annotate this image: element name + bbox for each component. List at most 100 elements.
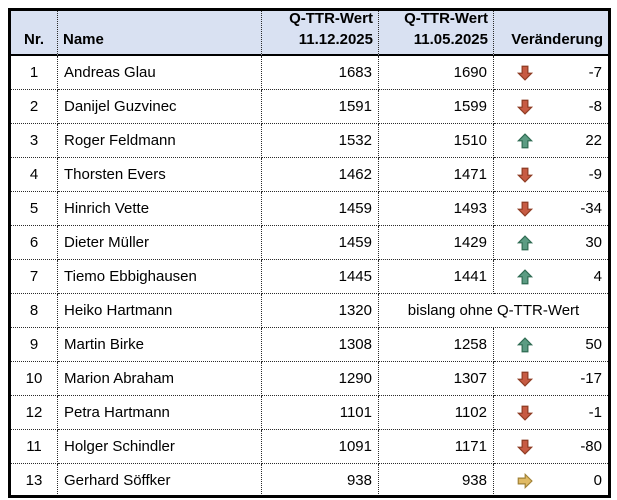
qttr-may-cell: 1493 bbox=[379, 192, 494, 226]
player-name-cell: Andreas Glau bbox=[58, 56, 262, 90]
qttr-dec-cell: 1459 bbox=[262, 226, 379, 260]
arrow-down-icon bbox=[516, 98, 534, 116]
qttr-may-cell: 1258 bbox=[379, 328, 494, 362]
change-value: 22 bbox=[585, 132, 602, 149]
header-nr: Nr. bbox=[11, 11, 58, 56]
change-cell: -34 bbox=[494, 192, 608, 226]
row-number-cell: 3 bbox=[11, 124, 58, 158]
change-cell: -9 bbox=[494, 158, 608, 192]
qttr-dec-cell: 1532 bbox=[262, 124, 379, 158]
arrow-up-icon bbox=[516, 234, 534, 252]
player-name-cell: Danijel Guzvinec bbox=[58, 90, 262, 124]
player-name-cell: Martin Birke bbox=[58, 328, 262, 362]
player-name-cell: Dieter Müller bbox=[58, 226, 262, 260]
qttr-dec-cell: 1290 bbox=[262, 362, 379, 396]
change-cell: 30 bbox=[494, 226, 608, 260]
change-value: -1 bbox=[588, 404, 602, 421]
qttr-dec-cell: 1462 bbox=[262, 158, 379, 192]
qttr-may-cell: 1441 bbox=[379, 260, 494, 294]
player-name-cell: Roger Feldmann bbox=[58, 124, 262, 158]
header-qttr-dec-line1: Q-TTR-Wert bbox=[289, 10, 373, 27]
row-number-cell: 12 bbox=[11, 396, 58, 430]
qttr-dec-cell: 1683 bbox=[262, 56, 379, 90]
qttr-dec-cell: 1091 bbox=[262, 430, 379, 464]
row-number-cell: 6 bbox=[11, 226, 58, 260]
header-change-label: Veränderung bbox=[511, 31, 603, 48]
qttr-dec-cell: 1591 bbox=[262, 90, 379, 124]
player-name-cell: Thorsten Evers bbox=[58, 158, 262, 192]
change-cell: -17 bbox=[494, 362, 608, 396]
row-number-cell: 7 bbox=[11, 260, 58, 294]
row-number-cell: 9 bbox=[11, 328, 58, 362]
qttr-may-cell: 1599 bbox=[379, 90, 494, 124]
row-number-cell: 10 bbox=[11, 362, 58, 396]
qttr-may-cell: 1307 bbox=[379, 362, 494, 396]
qttr-dec-cell: 1445 bbox=[262, 260, 379, 294]
row-number-cell: 8 bbox=[11, 294, 58, 328]
player-name-cell: Heiko Hartmann bbox=[58, 294, 262, 328]
arrow-down-icon bbox=[516, 438, 534, 456]
arrow-down-icon bbox=[516, 200, 534, 218]
header-qttr-may-line2: 11.05.2025 bbox=[413, 31, 488, 48]
change-cell: -7 bbox=[494, 56, 608, 90]
player-name-cell: Gerhard Söffker bbox=[58, 464, 262, 495]
change-value: 0 bbox=[593, 472, 602, 489]
qttr-may-cell: 1510 bbox=[379, 124, 494, 158]
change-value: -34 bbox=[580, 200, 602, 217]
qttr-dec-cell: 1101 bbox=[262, 396, 379, 430]
arrow-up-icon bbox=[516, 132, 534, 150]
player-name-cell: Marion Abraham bbox=[58, 362, 262, 396]
header-qttr-may-line1: Q-TTR-Wert bbox=[404, 10, 488, 27]
change-cell: 50 bbox=[494, 328, 608, 362]
qttr-may-cell: 1102 bbox=[379, 396, 494, 430]
arrow-down-icon bbox=[516, 404, 534, 422]
player-name-cell: Petra Hartmann bbox=[58, 396, 262, 430]
player-name-cell: Tiemo Ebbighausen bbox=[58, 260, 262, 294]
row-number-cell: 5 bbox=[11, 192, 58, 226]
qttr-may-cell: 1471 bbox=[379, 158, 494, 192]
change-cell: -80 bbox=[494, 430, 608, 464]
change-value: -17 bbox=[580, 370, 602, 387]
change-cell: 4 bbox=[494, 260, 608, 294]
qttr-dec-cell: 1320 bbox=[262, 294, 379, 328]
qttr-dec-cell: 1459 bbox=[262, 192, 379, 226]
qttr-may-cell: 1171 bbox=[379, 430, 494, 464]
change-cell: 0 bbox=[494, 464, 608, 495]
qttr-may-cell: 1429 bbox=[379, 226, 494, 260]
qttr-may-cell: 938 bbox=[379, 464, 494, 495]
header-qttr-may: Q-TTR-Wert 11.05.2025 bbox=[379, 11, 494, 56]
arrow-up-icon bbox=[516, 268, 534, 286]
qttr-may-cell: 1690 bbox=[379, 56, 494, 90]
header-change: Veränderung bbox=[494, 11, 608, 56]
row-number-cell: 13 bbox=[11, 464, 58, 495]
change-cell: 22 bbox=[494, 124, 608, 158]
row-number-cell: 2 bbox=[11, 90, 58, 124]
row-number-cell: 11 bbox=[11, 430, 58, 464]
header-name-label: Name bbox=[63, 31, 104, 48]
change-cell: -1 bbox=[494, 396, 608, 430]
change-value: 30 bbox=[585, 234, 602, 251]
rating-table-container: Nr. Name Q-TTR-Wert 11.12.2025 Q-TTR-Wer… bbox=[8, 8, 611, 498]
arrow-down-icon bbox=[516, 370, 534, 388]
player-name-cell: Hinrich Vette bbox=[58, 192, 262, 226]
header-qttr-dec: Q-TTR-Wert 11.12.2025 bbox=[262, 11, 379, 56]
change-value: 50 bbox=[585, 336, 602, 353]
player-name-cell: Holger Schindler bbox=[58, 430, 262, 464]
row-number-cell: 4 bbox=[11, 158, 58, 192]
change-value: -8 bbox=[588, 98, 602, 115]
change-cell: -8 bbox=[494, 90, 608, 124]
change-value: 4 bbox=[593, 268, 602, 285]
change-value: -7 bbox=[588, 64, 602, 81]
row-number-cell: 1 bbox=[11, 56, 58, 90]
rating-table: Nr. Name Q-TTR-Wert 11.12.2025 Q-TTR-Wer… bbox=[11, 11, 608, 495]
qttr-dec-cell: 938 bbox=[262, 464, 379, 495]
header-qttr-dec-line2: 11.12.2025 bbox=[298, 31, 373, 48]
qttr-dec-cell: 1308 bbox=[262, 328, 379, 362]
arrow-down-icon bbox=[516, 64, 534, 82]
arrow-right-icon bbox=[516, 472, 534, 490]
header-nr-label: Nr. bbox=[23, 31, 44, 48]
arrow-up-icon bbox=[516, 336, 534, 354]
change-value: -9 bbox=[588, 166, 602, 183]
change-value: -80 bbox=[580, 438, 602, 455]
arrow-down-icon bbox=[516, 166, 534, 184]
